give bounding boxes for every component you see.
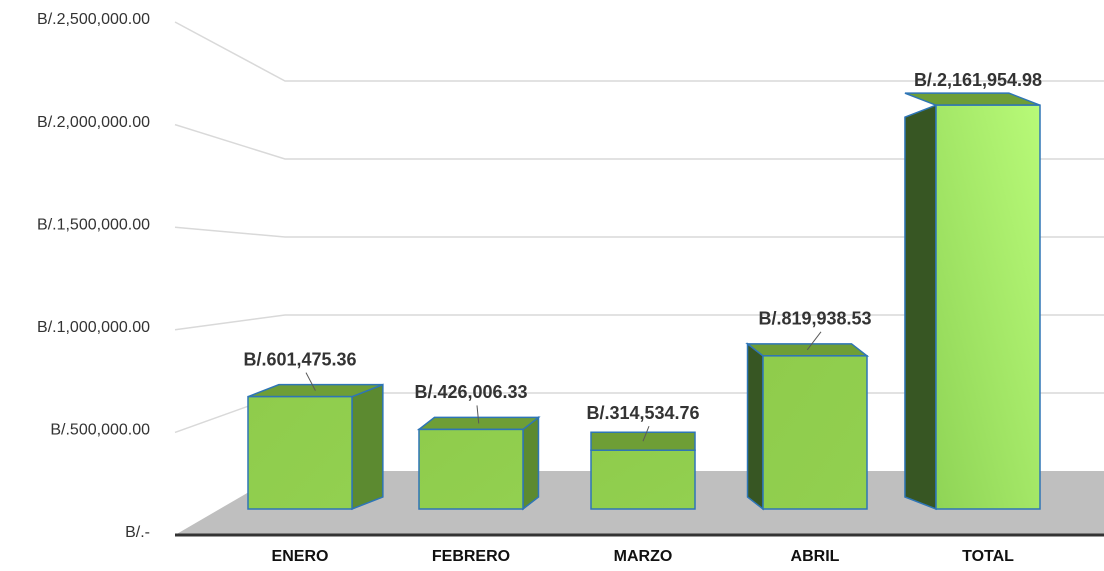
y-tick-label: B/.500,000.00 [50, 422, 150, 439]
leader-line [806, 331, 822, 351]
grid-line [174, 21, 1104, 82]
y-tick-label: B/.2,500,000.00 [37, 11, 150, 28]
x-tick-label: FEBRERO [432, 548, 510, 565]
y-tick-label: B/.2,000,000.00 [37, 114, 150, 131]
x-tick-label: TOTAL [962, 548, 1014, 565]
bar-side [351, 383, 384, 511]
leader-line [476, 405, 480, 424]
data-label: B/.601,475.36 [243, 349, 356, 369]
data-label: B/.314,534.76 [586, 403, 699, 423]
bar [590, 449, 696, 510]
y-tick-label: B/.- [125, 524, 150, 541]
bar [247, 395, 353, 510]
x-tick-label: ENERO [272, 548, 329, 565]
bar-side [904, 104, 937, 511]
y-tick-label: B/.1,000,000.00 [37, 319, 150, 336]
bar-side [746, 342, 764, 511]
bar-side [522, 415, 540, 511]
x-tick-label: MARZO [614, 548, 673, 565]
bar [935, 104, 1041, 510]
bar-top [904, 92, 1041, 106]
x-tick-label: ABRIL [791, 548, 840, 565]
bar [762, 355, 868, 510]
grid-line [174, 123, 1104, 160]
y-tick-label: B/.1,500,000.00 [37, 216, 150, 233]
data-label: B/.426,006.33 [414, 382, 527, 402]
bar [418, 428, 524, 510]
data-label: B/.819,938.53 [758, 309, 871, 329]
leader-line [642, 426, 650, 442]
grid-line [174, 226, 1104, 238]
leader-line [305, 372, 316, 391]
grid-line [174, 314, 1104, 331]
data-label: B/.2,161,954.98 [914, 70, 1042, 90]
